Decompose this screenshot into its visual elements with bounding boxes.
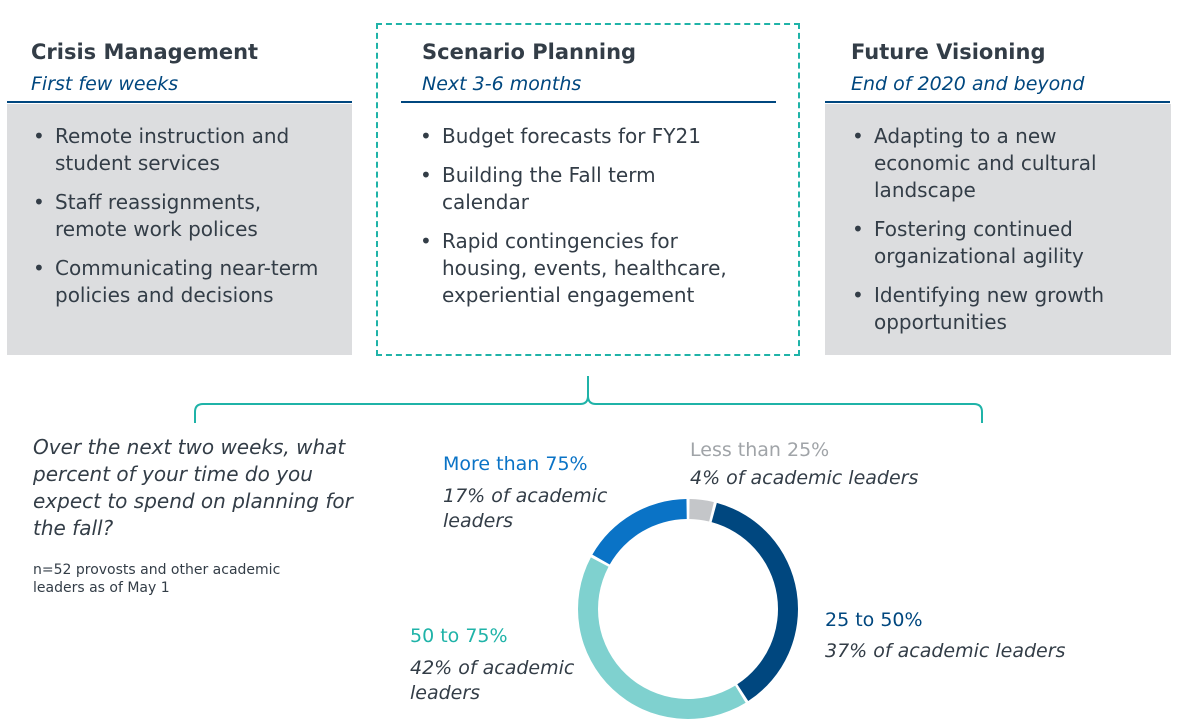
bullet-item: Remote instruction and student services (31, 123, 331, 177)
slice-label-more-than-75: More than 75% (443, 453, 588, 475)
bullet-item: Communicating near-term policies and dec… (31, 255, 331, 309)
column-divider (7, 101, 352, 103)
column-title: Scenario Planning (422, 40, 637, 64)
column-divider (825, 101, 1170, 103)
bullet-item: Rapid contingencies for housing, events,… (418, 228, 738, 309)
donut-slice-1 (711, 502, 798, 702)
bullet-item: Budget forecasts for FY21 (418, 123, 738, 150)
column-divider (401, 101, 776, 103)
bullet-list: Budget forecasts for FY21 Building the F… (418, 123, 738, 321)
column-body: Remote instruction and student services … (7, 104, 352, 355)
column-title: Crisis Management (31, 40, 259, 64)
column-subtitle: End of 2020 and beyond (851, 73, 1085, 95)
column-body: Adapting to a new economic and cultural … (825, 104, 1171, 355)
slice-value-more-than-75: 17% of academic leaders (443, 485, 608, 532)
bullet-item: Fostering continued organizational agili… (850, 216, 1150, 270)
slice-label-less-than-25: Less than 25% (690, 439, 830, 461)
slice-value-25-to-50: 37% of academic leaders (825, 640, 1066, 662)
column-title: Future Visioning (851, 40, 1046, 64)
bullet-item: Identifying new growth opportunities (850, 282, 1150, 336)
bullet-item: Building the Fall term calendar (418, 162, 738, 216)
slice-value-less-than-25: 4% of academic leaders (690, 467, 919, 489)
bullet-item: Adapting to a new economic and cultural … (850, 123, 1150, 204)
slice-label-50-to-75: 50 to 75% (410, 625, 508, 647)
survey-question: Over the next two weeks, what percent of… (33, 435, 353, 540)
highlight-dashed-frame (376, 23, 800, 356)
donut-slice-0 (689, 499, 714, 522)
bullet-list: Remote instruction and student services … (31, 123, 331, 321)
sample-note: n=52 provosts and other academic leaders… (33, 562, 281, 596)
bullet-list: Adapting to a new economic and cultural … (850, 123, 1150, 348)
donut-slice-2 (578, 557, 746, 719)
slice-value-50-to-75: 42% of academic leaders (410, 657, 575, 704)
slice-label-25-to-50: 25 to 50% (825, 609, 923, 631)
bullet-item: Staff reassignments, remote work polices (31, 189, 331, 243)
column-subtitle: First few weeks (31, 73, 179, 95)
donut-slice-3 (592, 499, 687, 565)
column-subtitle: Next 3-6 months (422, 73, 582, 95)
